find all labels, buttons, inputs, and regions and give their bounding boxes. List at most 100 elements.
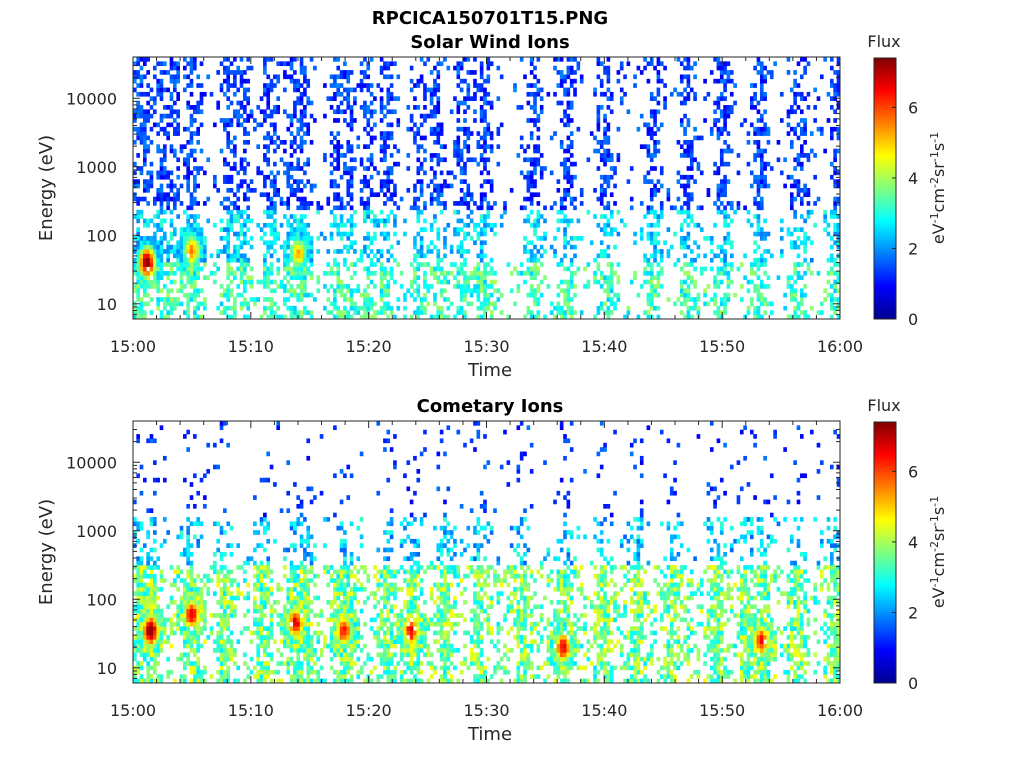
heatmap-cell — [346, 166, 351, 171]
heatmap-cell — [156, 91, 160, 97]
heatmap-cell — [826, 91, 831, 97]
heatmap-cell — [193, 61, 197, 67]
heatmap-cell — [783, 157, 787, 163]
heatmap-cell — [569, 297, 574, 302]
heatmap-cell — [396, 240, 401, 246]
heatmap-cell — [673, 262, 677, 267]
heatmap-cell — [436, 310, 441, 315]
heatmap-cell — [226, 179, 231, 184]
heatmap-cell — [526, 170, 531, 176]
heatmap-cell — [223, 179, 227, 184]
heatmap-cell — [833, 240, 837, 246]
heatmap-cell — [186, 617, 190, 623]
heatmap-cell — [299, 218, 304, 224]
heatmap-cell — [139, 139, 144, 145]
heatmap-cell — [273, 105, 277, 110]
heatmap-cell — [563, 161, 567, 167]
heatmap-cell — [219, 556, 224, 562]
heatmap-cell — [399, 284, 404, 289]
heatmap-cell — [423, 87, 427, 93]
heatmap-cell — [553, 305, 557, 311]
heatmap-cell — [806, 157, 811, 163]
heatmap-cell — [789, 205, 794, 211]
heatmap-cell — [366, 122, 371, 128]
heatmap-cell — [363, 297, 367, 302]
heatmap-cell — [646, 310, 651, 315]
heatmap-cell — [186, 183, 190, 189]
heatmap-cell — [649, 262, 654, 267]
heatmap-cell — [133, 517, 137, 522]
heatmap-cell — [163, 209, 167, 215]
heatmap-cell — [476, 236, 481, 241]
heatmap-cell — [209, 674, 214, 679]
heatmap-cell — [336, 192, 341, 198]
heatmap-cell — [686, 270, 691, 276]
heatmap-cell — [533, 270, 537, 276]
heatmap-cell — [756, 201, 761, 206]
heatmap-cell — [223, 236, 227, 241]
heatmap-cell — [139, 266, 144, 272]
heatmap-cell — [719, 131, 724, 136]
heatmap-cell — [493, 288, 497, 294]
heatmap-cell — [269, 297, 274, 302]
heatmap-cell — [830, 161, 834, 167]
heatmap-cell — [266, 57, 271, 62]
heatmap-cell — [269, 201, 274, 206]
heatmap-cell — [329, 301, 334, 307]
heatmap-cell — [469, 301, 474, 307]
heatmap-cell — [143, 113, 147, 119]
heatmap-cell — [233, 113, 237, 119]
heatmap-cell — [646, 270, 651, 276]
heatmap-cell — [289, 270, 294, 276]
heatmap-cell — [603, 148, 607, 154]
heatmap-cell — [566, 148, 571, 154]
heatmap-cell — [169, 122, 174, 128]
heatmap-cell — [179, 236, 184, 241]
heatmap-cell — [463, 284, 467, 289]
heatmap-cell — [376, 83, 381, 88]
heatmap-cell — [803, 139, 807, 145]
heatmap-cell — [133, 118, 137, 123]
heatmap-cell — [759, 157, 764, 163]
heatmap-cell — [649, 113, 654, 119]
heatmap-cell — [166, 244, 170, 250]
heatmap-cell — [193, 608, 197, 614]
heatmap-cell — [333, 148, 337, 154]
heatmap-cell — [556, 227, 561, 232]
heatmap-cell — [656, 74, 661, 80]
heatmap-cell — [426, 249, 431, 254]
heatmap-cell — [489, 135, 494, 141]
heatmap-cell — [159, 613, 164, 618]
heatmap-cell — [523, 205, 527, 211]
heatmap-cell — [546, 284, 551, 289]
heatmap-cell — [793, 183, 797, 189]
heatmap-cell — [179, 249, 184, 254]
heatmap-cell — [233, 595, 237, 601]
heatmap-cell — [143, 582, 147, 588]
heatmap-cell — [269, 109, 274, 115]
heatmap-cell — [186, 270, 190, 276]
heatmap-cell — [283, 240, 287, 246]
heatmap-cell — [263, 153, 267, 158]
heatmap-cell — [189, 118, 194, 123]
heatmap-cell — [719, 257, 724, 263]
heatmap-cell — [266, 157, 271, 163]
heatmap-cell — [193, 617, 197, 623]
heatmap-cell — [679, 292, 684, 298]
heatmap-cell — [483, 301, 487, 307]
heatmap-cell — [446, 279, 451, 285]
heatmap-cell — [536, 192, 541, 198]
heatmap-cell — [653, 192, 657, 198]
heatmap-cell — [143, 292, 147, 298]
heatmap-cell — [186, 613, 190, 618]
heatmap-cell — [189, 678, 194, 683]
heatmap-cell — [416, 231, 421, 237]
heatmap-cell — [493, 231, 497, 237]
heatmap-cell — [266, 270, 271, 276]
heatmap-cell — [429, 96, 434, 101]
heatmap-cell — [366, 83, 371, 88]
heatmap-cell — [359, 83, 364, 88]
heatmap-cell — [196, 538, 200, 544]
heatmap-cell — [219, 591, 224, 596]
heatmap-cell — [283, 70, 287, 75]
